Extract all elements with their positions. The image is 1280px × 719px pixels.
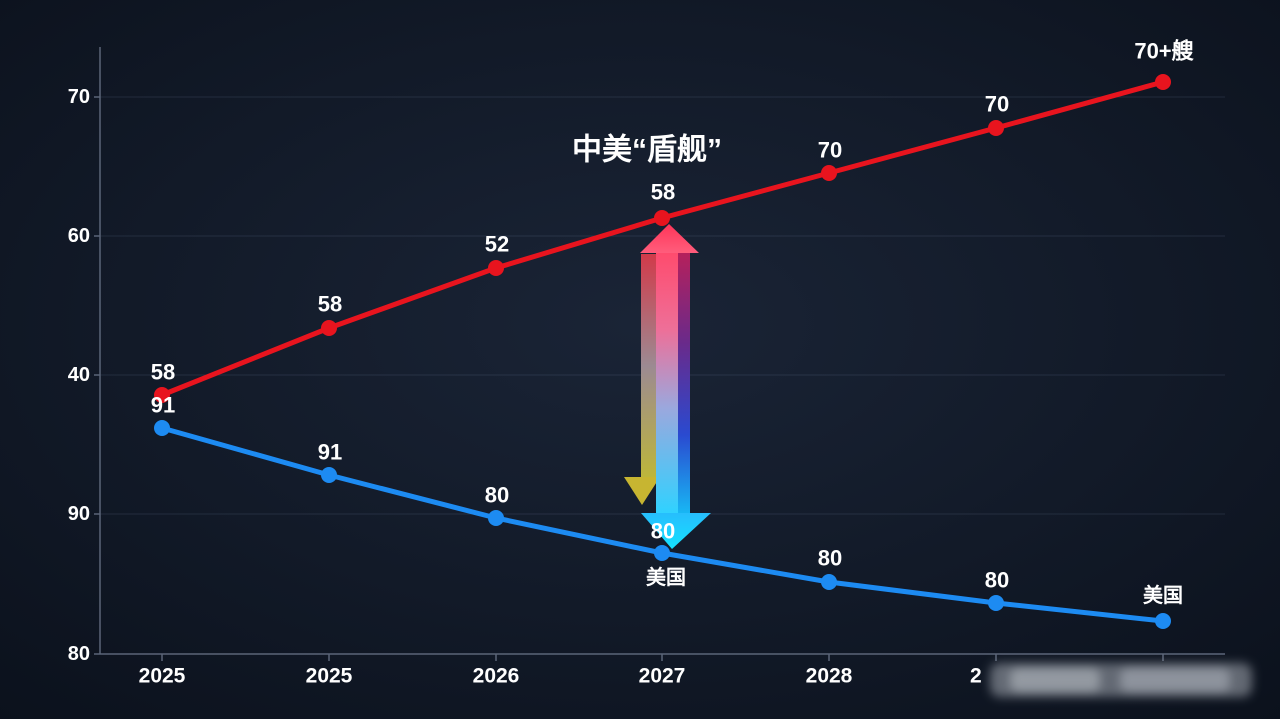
data-label: 58 [318,292,342,317]
x-tick-label: 2025 [139,665,186,688]
data-point-s1 [821,574,837,590]
data-point-s0 [988,120,1004,136]
arrow-up-head [640,224,699,253]
left-arrow-shaft [641,254,656,478]
data-label: 52 [485,232,509,257]
data-label: 91 [318,440,342,465]
axes: 70 60 40 90 80 2025 2025 2026 2027 2028 2 [68,47,1225,688]
data-label: 91 [151,393,175,418]
data-label: 80 [985,568,1009,593]
data-label: 58 [651,180,675,205]
x-tick-label: 2 [970,665,982,688]
arrow-shaft [656,250,678,514]
x-tick-label: 2028 [806,665,853,688]
y-tick-label: 70 [68,86,90,108]
data-label: 80 [818,546,842,571]
data-point-s0 [654,210,670,226]
y-tick-label: 90 [68,503,90,525]
data-point-s1 [654,545,670,561]
data-label: 70+艘 [1134,39,1194,64]
y-tick-label: 40 [68,364,90,386]
x-tick-label: 2027 [639,665,686,688]
data-label: 70 [818,138,842,163]
data-point-s1 [488,510,504,526]
data-label: 80 [651,519,675,544]
arrow-shaft-shade [678,250,690,514]
left-arrow-head [624,477,660,505]
data-label: 70 [985,92,1009,117]
y-tick-label: 80 [68,643,90,665]
data-point-s1 [154,420,170,436]
data-point-s0 [321,320,337,336]
data-point-s1 [988,595,1004,611]
data-point-s0 [488,260,504,276]
arrow-down-head [641,513,711,549]
data-label: 58 [151,360,175,385]
x-tick-label: 2025 [306,665,353,688]
data-point-s0 [821,165,837,181]
data-point-s0 [154,387,170,403]
watermark [990,663,1252,697]
data-point-s1 [1155,613,1171,629]
chart-title: 中美“盾舰” [572,133,722,167]
annotation-label: 美国 [1143,583,1183,607]
x-tick-label: 2026 [473,665,520,688]
annotation-label: 美国 [646,565,686,589]
data-points [154,74,1171,629]
data-point-s0 [1155,74,1171,90]
y-tick-label: 60 [68,225,90,247]
data-point-s1 [321,467,337,483]
double-arrow [624,224,711,549]
data-label: 80 [485,483,509,508]
